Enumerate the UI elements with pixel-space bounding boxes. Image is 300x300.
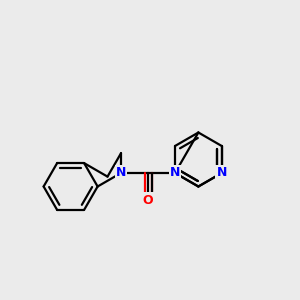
Text: N: N (217, 167, 227, 179)
Text: O: O (143, 194, 153, 206)
Text: N: N (170, 167, 180, 179)
Text: N: N (116, 167, 126, 179)
